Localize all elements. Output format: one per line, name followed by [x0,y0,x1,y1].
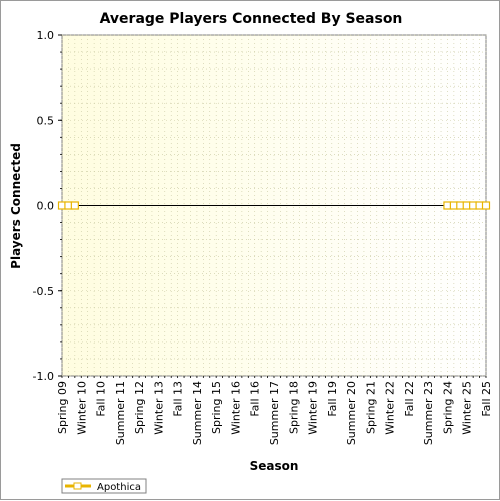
axes [58,34,487,378]
chart-title: Average Players Connected By Season [100,11,403,27]
x-tick-label: Winter 13 [152,381,165,435]
data-point [481,201,491,210]
legend-swatch-marker [73,482,82,490]
x-tick-label: Fall 19 [326,381,339,417]
x-tick-label: Spring 09 [56,381,69,434]
x-tick-label: Spring 12 [133,381,146,434]
series-apothica [57,201,491,210]
x-tick-label: Winter 10 [75,381,88,435]
legend-box [61,478,147,494]
x-tick-label: Spring 18 [287,381,300,434]
x-tick-label: Summer 11 [114,381,127,445]
x-tick-label: Fall 13 [172,381,185,417]
x-tick-label: Summer 17 [268,381,281,445]
x-tick-label: Summer 23 [422,381,435,445]
x-tick-label: Fall 16 [249,381,262,417]
x-tick-label: Winter 22 [384,381,397,435]
legend: Apothica [61,478,147,494]
y-tick-label: -1.0 [33,370,54,383]
x-tick-label: Fall 22 [403,381,416,417]
y-tick-label: -0.5 [33,285,54,298]
y-tick-label: 1.0 [37,29,55,42]
x-tick-label: Fall 10 [95,381,108,417]
grid [61,34,487,377]
data-point [70,201,79,210]
x-tick-label: Summer 20 [345,381,358,445]
y-tick-label: 0.0 [37,200,55,213]
y-tick-label: 0.5 [37,114,55,127]
x-tick-label: Winter 19 [307,381,320,435]
x-tick-label: Spring 15 [210,381,223,434]
x-tick-label: Winter 16 [229,381,242,435]
x-tick-label: Spring 21 [364,381,377,434]
x-tick-label: Spring 24 [441,381,454,434]
x-tick-label: Winter 25 [461,381,474,435]
x-tick-label: Summer 14 [191,381,204,445]
x-tick-label: Fall 25 [480,381,493,417]
y-axis-title: Players Connected [9,143,23,269]
legend-label-apothica: Apothica [97,482,141,493]
x-axis-title: Season [250,459,299,473]
